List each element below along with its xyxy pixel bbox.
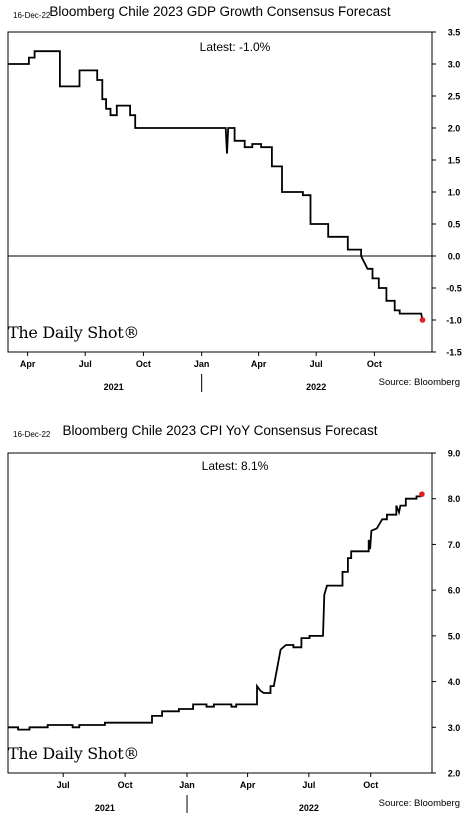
x-tick-label: Jul	[310, 359, 323, 369]
y-tick-label: 2.0	[448, 124, 461, 134]
x-tick-label: Jul	[57, 780, 70, 790]
source-note: Source: Bloomberg	[378, 798, 460, 809]
y-tick-label: -1.0	[446, 316, 462, 326]
y-tick-label: 3.5	[448, 28, 461, 38]
source-note: Source: Bloomberg	[378, 377, 460, 388]
series-line	[8, 50, 424, 321]
x-tick-label: Oct	[136, 359, 151, 369]
series-line	[8, 493, 423, 731]
date-stamp: 16-Dec-22	[13, 11, 51, 20]
year-label: 2022	[299, 803, 319, 813]
cpi-chart-svg: 9.0 8.0 7.0 6.0 5.0 4.0 3.0 2.0 Jul Oct Jan Apr Jul O…	[7, 449, 461, 813]
gdp-chart-panel: 16-Dec-22 Bloomberg Chile 2023 GDP Growt…	[0, 0, 474, 415]
y-tick-label: 7.0	[448, 540, 461, 550]
x-tick-label: Apr	[251, 359, 267, 369]
x-tick-label: Jul	[302, 780, 315, 790]
y-tick-label: 1.5	[448, 156, 461, 166]
x-tick-label: Jul	[79, 359, 92, 369]
y-tick-label: 2.0	[448, 769, 461, 779]
x-tick-label: Apr	[240, 780, 256, 790]
y-tick-label: 0.5	[448, 220, 461, 230]
chart-title: Bloomberg Chile 2023 GDP Growth Consensu…	[49, 4, 391, 19]
gdp-chart-svg: 3.5 3.0 2.5 2.0 1.5 1.0 0.5 0.0 -0.5 -1.0 -1.5 Apr J…	[7, 28, 462, 392]
y-tick-label: 4.0	[448, 677, 461, 687]
y-tick-label: 2.5	[448, 92, 461, 102]
y-tick-label: 3.0	[448, 723, 461, 733]
latest-point-marker	[419, 491, 425, 497]
y-tick-label: 8.0	[448, 494, 461, 504]
year-label: 2022	[306, 382, 326, 392]
x-tick-label: Jan	[179, 780, 195, 790]
latest-point-marker	[419, 317, 426, 323]
x-tick-label: Oct	[363, 780, 378, 790]
year-label: 2021	[104, 382, 124, 392]
plot-frame	[7, 31, 433, 353]
daily-shot-logo: The Daily Shot®	[8, 323, 140, 342]
cpi-chart-panel: 16-Dec-22 Bloomberg Chile 2023 CPI YoY C…	[0, 415, 474, 831]
date-stamp: 16-Dec-22	[13, 430, 51, 439]
latest-annotation: Latest: 8.1%	[201, 459, 269, 473]
chart-title: Bloomberg Chile 2023 CPI YoY Consensus F…	[62, 423, 378, 438]
y-tick-label: 9.0	[448, 449, 461, 459]
y-tick-label: 5.0	[448, 631, 461, 641]
y-tick-label: 1.0	[448, 188, 461, 198]
x-tick-label: Apr	[20, 359, 36, 369]
y-tick-label: 6.0	[448, 586, 461, 596]
plot-frame	[7, 452, 433, 774]
y-tick-label: -0.5	[446, 284, 462, 294]
x-tick-label: Oct	[367, 359, 382, 369]
year-label: 2021	[95, 803, 115, 813]
x-tick-label: Oct	[118, 780, 133, 790]
y-tick-label: 3.0	[448, 60, 461, 70]
y-tick-label: -1.5	[446, 348, 462, 358]
latest-annotation: Latest: -1.0%	[199, 40, 271, 54]
x-tick-label: Jan	[194, 359, 210, 369]
y-tick-label: 0.0	[448, 252, 461, 262]
daily-shot-logo: The Daily Shot®	[8, 744, 140, 763]
